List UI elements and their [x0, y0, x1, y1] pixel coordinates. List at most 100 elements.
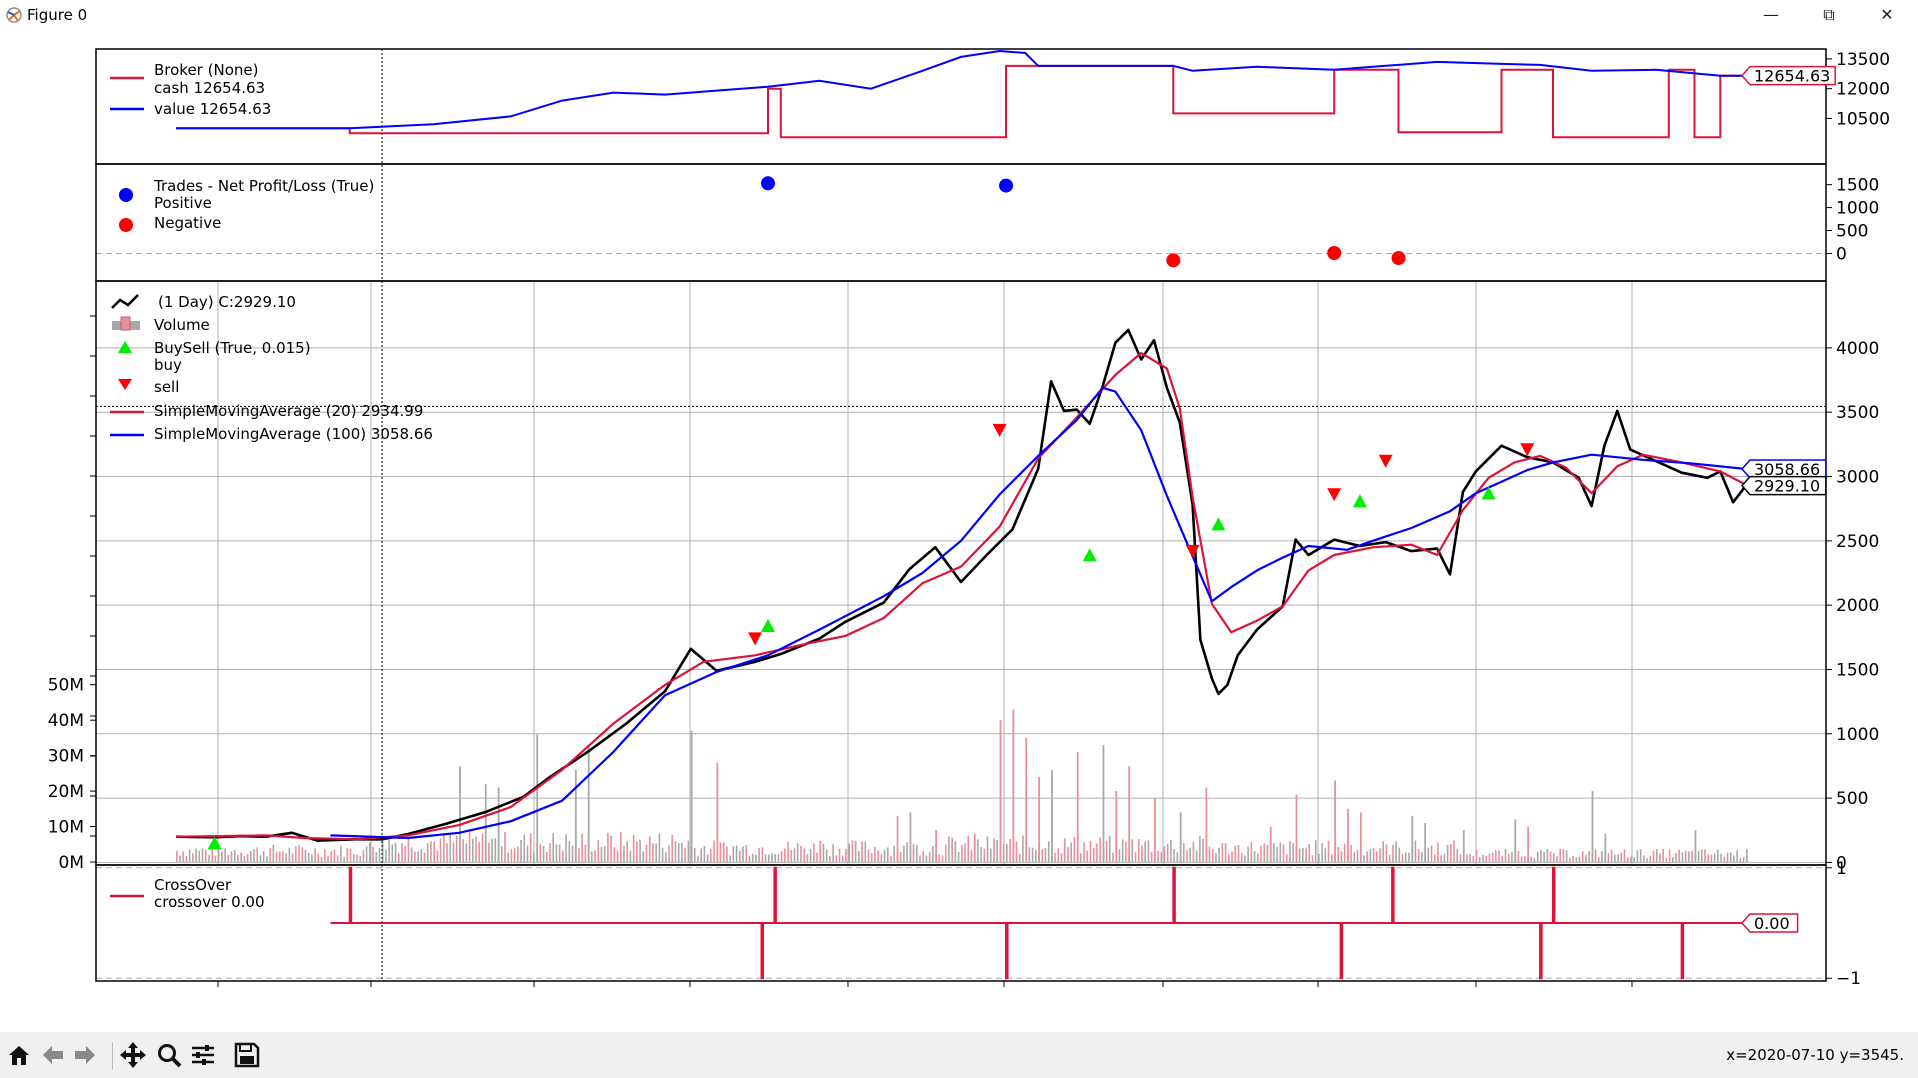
zoom-button[interactable]: [154, 1040, 184, 1070]
volume-bar: [903, 845, 905, 862]
volume-bar: [1604, 833, 1607, 862]
crossover-line: [330, 866, 1746, 980]
volume-bar: [1472, 856, 1475, 862]
volume-bar: [867, 849, 870, 862]
volume-bar: [1527, 826, 1530, 862]
volume-bar: [330, 851, 333, 862]
volume-bar: [1141, 845, 1143, 862]
forward-button[interactable]: [70, 1040, 100, 1070]
close-icon: ✕: [1880, 5, 1894, 24]
volume-bar: [684, 847, 686, 862]
volume-bar: [710, 848, 712, 862]
volume-bar: [1742, 856, 1745, 862]
volume-bar: [764, 854, 767, 862]
volume-bar: [1060, 853, 1063, 862]
volume-bar: [1250, 842, 1253, 862]
volume-bar: [214, 855, 217, 862]
volume-bar: [359, 855, 361, 862]
volume-bar: [320, 856, 323, 862]
volume-bar: [1398, 847, 1401, 862]
configure-subplots-button[interactable]: [188, 1040, 218, 1070]
home-button[interactable]: [4, 1040, 34, 1070]
volume-bar: [713, 840, 715, 862]
save-button[interactable]: [232, 1040, 262, 1070]
volume-bar: [632, 834, 635, 862]
volume-bar: [375, 851, 378, 862]
volume-bar: [1662, 848, 1664, 862]
volume-bar: [1170, 839, 1172, 862]
volume-bar: [665, 852, 667, 862]
legend-handle-volume-bar: [120, 316, 131, 331]
volume-bar: [1356, 849, 1359, 862]
volume-bar: [961, 844, 963, 862]
volume-bar: [835, 855, 838, 862]
volume-bar: [240, 852, 242, 862]
volume-bar: [423, 852, 426, 862]
window-titlebar: Figure 0 — ⧉ ✕: [0, 0, 1918, 29]
volume-bar: [739, 851, 741, 862]
volume-bar: [1128, 766, 1131, 862]
volume-bar: [616, 850, 619, 862]
volume-bar: [510, 849, 513, 862]
volume-bar: [1131, 839, 1134, 862]
broker-value-tag: 12654.63: [1754, 67, 1830, 86]
volume-bar: [607, 832, 609, 862]
volume-bar: [1195, 850, 1198, 862]
volume-bar: [1350, 845, 1352, 862]
volume-bar: [996, 839, 998, 862]
volume-bar: [1688, 851, 1690, 862]
volume-bar: [809, 849, 812, 862]
broker-line-cash: [176, 64, 1798, 139]
volume-bar: [906, 842, 908, 862]
volume-bar: [394, 842, 397, 862]
volume-bar: [1655, 849, 1658, 862]
back-button[interactable]: [38, 1040, 68, 1070]
volume-bar: [491, 838, 493, 862]
volume-bar: [1395, 841, 1397, 862]
trades-y-label: 0: [1836, 244, 1847, 264]
volume-bar: [1237, 844, 1240, 862]
pan-button[interactable]: [118, 1040, 148, 1070]
volume-bar: [1717, 849, 1719, 862]
volume-bar: [523, 834, 526, 862]
broker-y-label: 12000: [1836, 80, 1890, 100]
volume-bar: [1517, 850, 1520, 862]
volume-bar: [639, 839, 641, 862]
maximize-button[interactable]: ⧉: [1806, 0, 1852, 29]
volume-bar: [1102, 745, 1105, 862]
legend-trades-title: Trades - Net Profit/Loss (True): [153, 177, 374, 195]
volume-bar: [179, 855, 181, 862]
volume-bar: [1710, 854, 1713, 862]
volume-bar: [198, 850, 201, 862]
minimize-button[interactable]: —: [1748, 0, 1794, 29]
volume-bar: [1684, 850, 1687, 862]
volume-bar: [500, 846, 503, 862]
volume-bar: [1430, 845, 1433, 862]
volume-bar: [565, 834, 567, 862]
volume-bar: [1070, 842, 1072, 862]
volume-bar: [1668, 849, 1671, 862]
signal-markers: [96, 49, 1826, 981]
volume-bar: [269, 848, 271, 862]
volume-bar: [1591, 791, 1594, 862]
volume-bar: [568, 841, 571, 862]
volume-bar: [771, 853, 773, 862]
volume-bar: [1134, 852, 1137, 862]
volume-bar: [1279, 842, 1282, 862]
volume-bar: [391, 844, 394, 862]
volume-bar: [883, 849, 886, 862]
volume-bar: [484, 784, 487, 862]
restore-icon: ⧉: [1823, 4, 1835, 24]
volume-bar: [1051, 769, 1053, 862]
volume-bar: [349, 848, 352, 862]
volume-bar: [796, 843, 799, 862]
volume-bar: [462, 839, 464, 862]
volume-bar: [388, 839, 390, 862]
volume-bar: [1620, 852, 1623, 862]
volume-bar: [951, 837, 953, 862]
close-button[interactable]: ✕: [1864, 0, 1910, 29]
figure-canvas[interactable]: 1350012000105001500100050004000350030002…: [0, 29, 1918, 1032]
volume-bar: [352, 854, 355, 862]
price-y-label: 0: [1836, 853, 1847, 873]
volume-bar: [967, 836, 970, 862]
